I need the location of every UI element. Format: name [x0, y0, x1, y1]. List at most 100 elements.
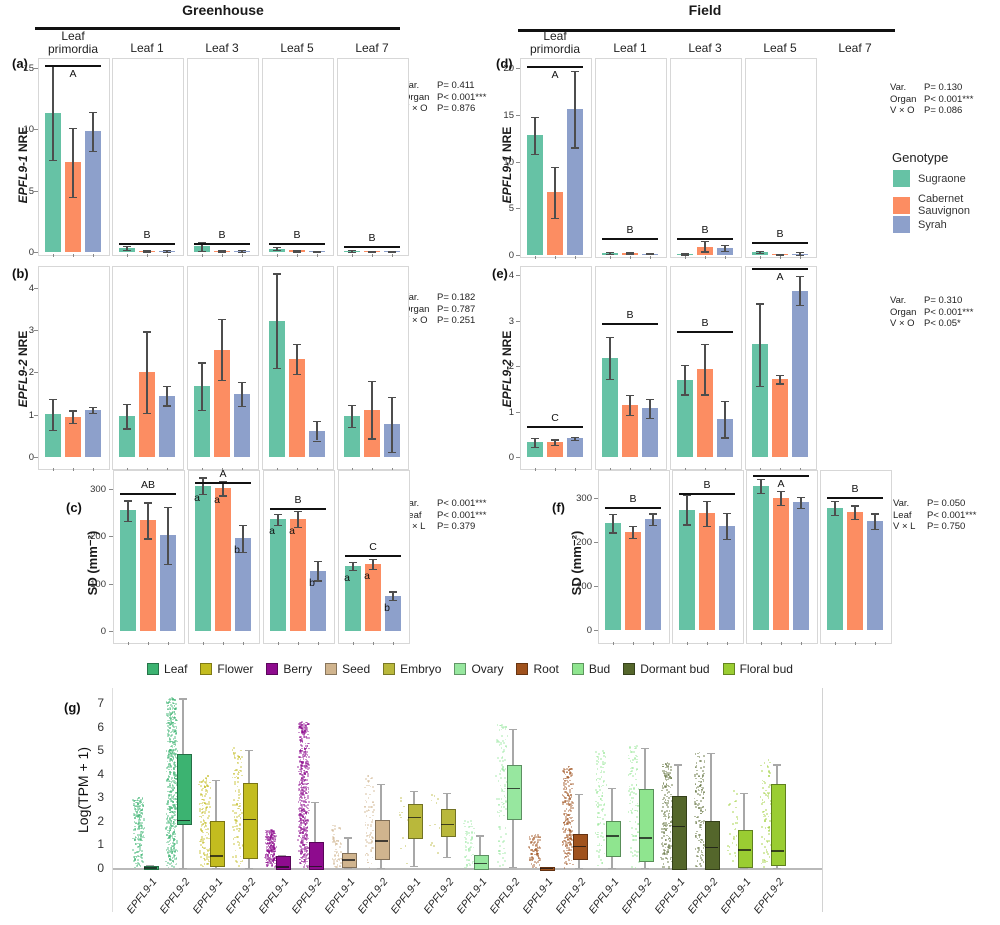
jitter-point	[173, 761, 175, 764]
jitter-point	[168, 791, 171, 794]
column-label-field-3: Leaf 5	[763, 41, 797, 55]
jitter-point	[370, 849, 373, 852]
x-tick-mark-c-1-1	[223, 642, 224, 645]
whisker-cap-lo-8	[410, 865, 418, 867]
jitter-point	[135, 856, 138, 859]
x-tick-mark-f-3-1	[855, 642, 856, 645]
jitter-point	[270, 862, 272, 864]
tissue-legend-item-1: Flower	[200, 662, 253, 676]
jitter-point	[700, 799, 702, 802]
x-tick-mark-b-0-0	[53, 468, 54, 471]
jitter-point	[627, 754, 630, 757]
jitter-point	[634, 773, 637, 776]
jitter-point	[166, 760, 169, 763]
bar-c-0-2	[160, 535, 176, 631]
bar-b-3-0	[269, 320, 285, 457]
bar-e-0-0	[527, 442, 543, 457]
jitter-point	[172, 812, 175, 815]
jitter-point	[238, 807, 241, 810]
tissue-label-5: Ovary	[471, 662, 504, 676]
jitter-point	[167, 729, 169, 731]
jitter-point	[464, 855, 467, 858]
jitter-point	[235, 822, 237, 824]
whisker-hi-14	[611, 787, 613, 821]
jitter-point	[165, 828, 168, 830]
whisker-cap-hi-2	[212, 779, 220, 781]
jitter-point	[139, 822, 142, 825]
jitter-point	[308, 747, 311, 750]
error-bar-a-0-0	[52, 65, 54, 160]
jitter-point	[306, 745, 309, 748]
jitter-point	[141, 859, 143, 862]
jitter-point	[695, 822, 698, 824]
jitter-point	[139, 837, 142, 840]
jitter-point	[170, 730, 173, 733]
error-cap-top-d-1-0	[606, 252, 614, 254]
jitter-point	[569, 838, 571, 840]
jitter-point	[399, 813, 401, 816]
jitter-point	[200, 802, 202, 805]
jitter-point	[237, 807, 239, 810]
jitter-point	[300, 743, 302, 746]
jitter-point	[142, 861, 144, 863]
bar-c-3-2	[385, 595, 401, 631]
jitter-point	[298, 813, 300, 816]
jitter-point	[266, 855, 269, 858]
jitter-point	[339, 846, 341, 849]
error-cap-bottom-a-1-2	[163, 251, 171, 253]
whisker-hi-17	[710, 752, 712, 821]
jitter-point	[498, 853, 501, 855]
median-0	[143, 867, 157, 869]
jitter-point	[568, 814, 570, 817]
jitter-point	[631, 767, 634, 770]
bar-letter-c-1-1: a	[214, 494, 220, 507]
jitter-point	[664, 839, 667, 841]
jitter-point	[205, 788, 207, 791]
jitter-point	[140, 825, 143, 828]
whisker-hi-15	[644, 747, 646, 790]
jitter-point	[338, 864, 341, 867]
jitter-point	[334, 855, 336, 858]
jitter-point	[300, 853, 302, 855]
jitter-point	[269, 855, 272, 857]
jitter-point	[498, 839, 500, 842]
jitter-point	[303, 794, 305, 796]
jitter-point	[268, 830, 271, 833]
stats-row-c-2: V × L P= 0.379	[403, 521, 493, 533]
jitter-point	[170, 816, 173, 819]
jitter-point	[166, 712, 168, 715]
jitter-point	[138, 827, 140, 829]
tissue-swatch-5	[454, 663, 467, 675]
x-tick-mark-d-1-0	[610, 256, 611, 259]
jitter-point	[171, 749, 174, 751]
jitter-point	[670, 765, 672, 768]
jitter-point	[169, 839, 172, 842]
jitter-point	[174, 833, 176, 836]
jitter-point	[170, 764, 173, 767]
jitter-point	[728, 804, 731, 806]
jitter-point	[167, 801, 169, 803]
stats-value: P= 0.411	[437, 80, 475, 91]
jitter-point	[202, 853, 205, 855]
jitter-point	[267, 829, 270, 832]
jitter-point	[172, 795, 175, 797]
jitter-point	[141, 813, 144, 815]
jitter-point	[199, 815, 202, 818]
error-cap-bottom-d-0-2	[571, 147, 579, 149]
jitter-point	[138, 845, 140, 848]
jitter-point	[271, 845, 273, 847]
jitter-point	[307, 819, 309, 822]
jitter-point	[668, 774, 671, 776]
jitter-point	[165, 813, 168, 816]
jitter-point	[167, 799, 170, 802]
column-label-field-0: Leaf primordia	[529, 29, 580, 57]
jitter-point	[602, 766, 604, 769]
jitter-point	[135, 799, 138, 802]
jitter-point	[232, 803, 234, 806]
stats-key: V × O	[403, 103, 428, 115]
jitter-point	[171, 712, 174, 714]
jitter-point	[264, 836, 267, 838]
jitter-point	[207, 849, 209, 852]
jitter-point	[704, 809, 707, 811]
jitter-point	[138, 821, 141, 824]
